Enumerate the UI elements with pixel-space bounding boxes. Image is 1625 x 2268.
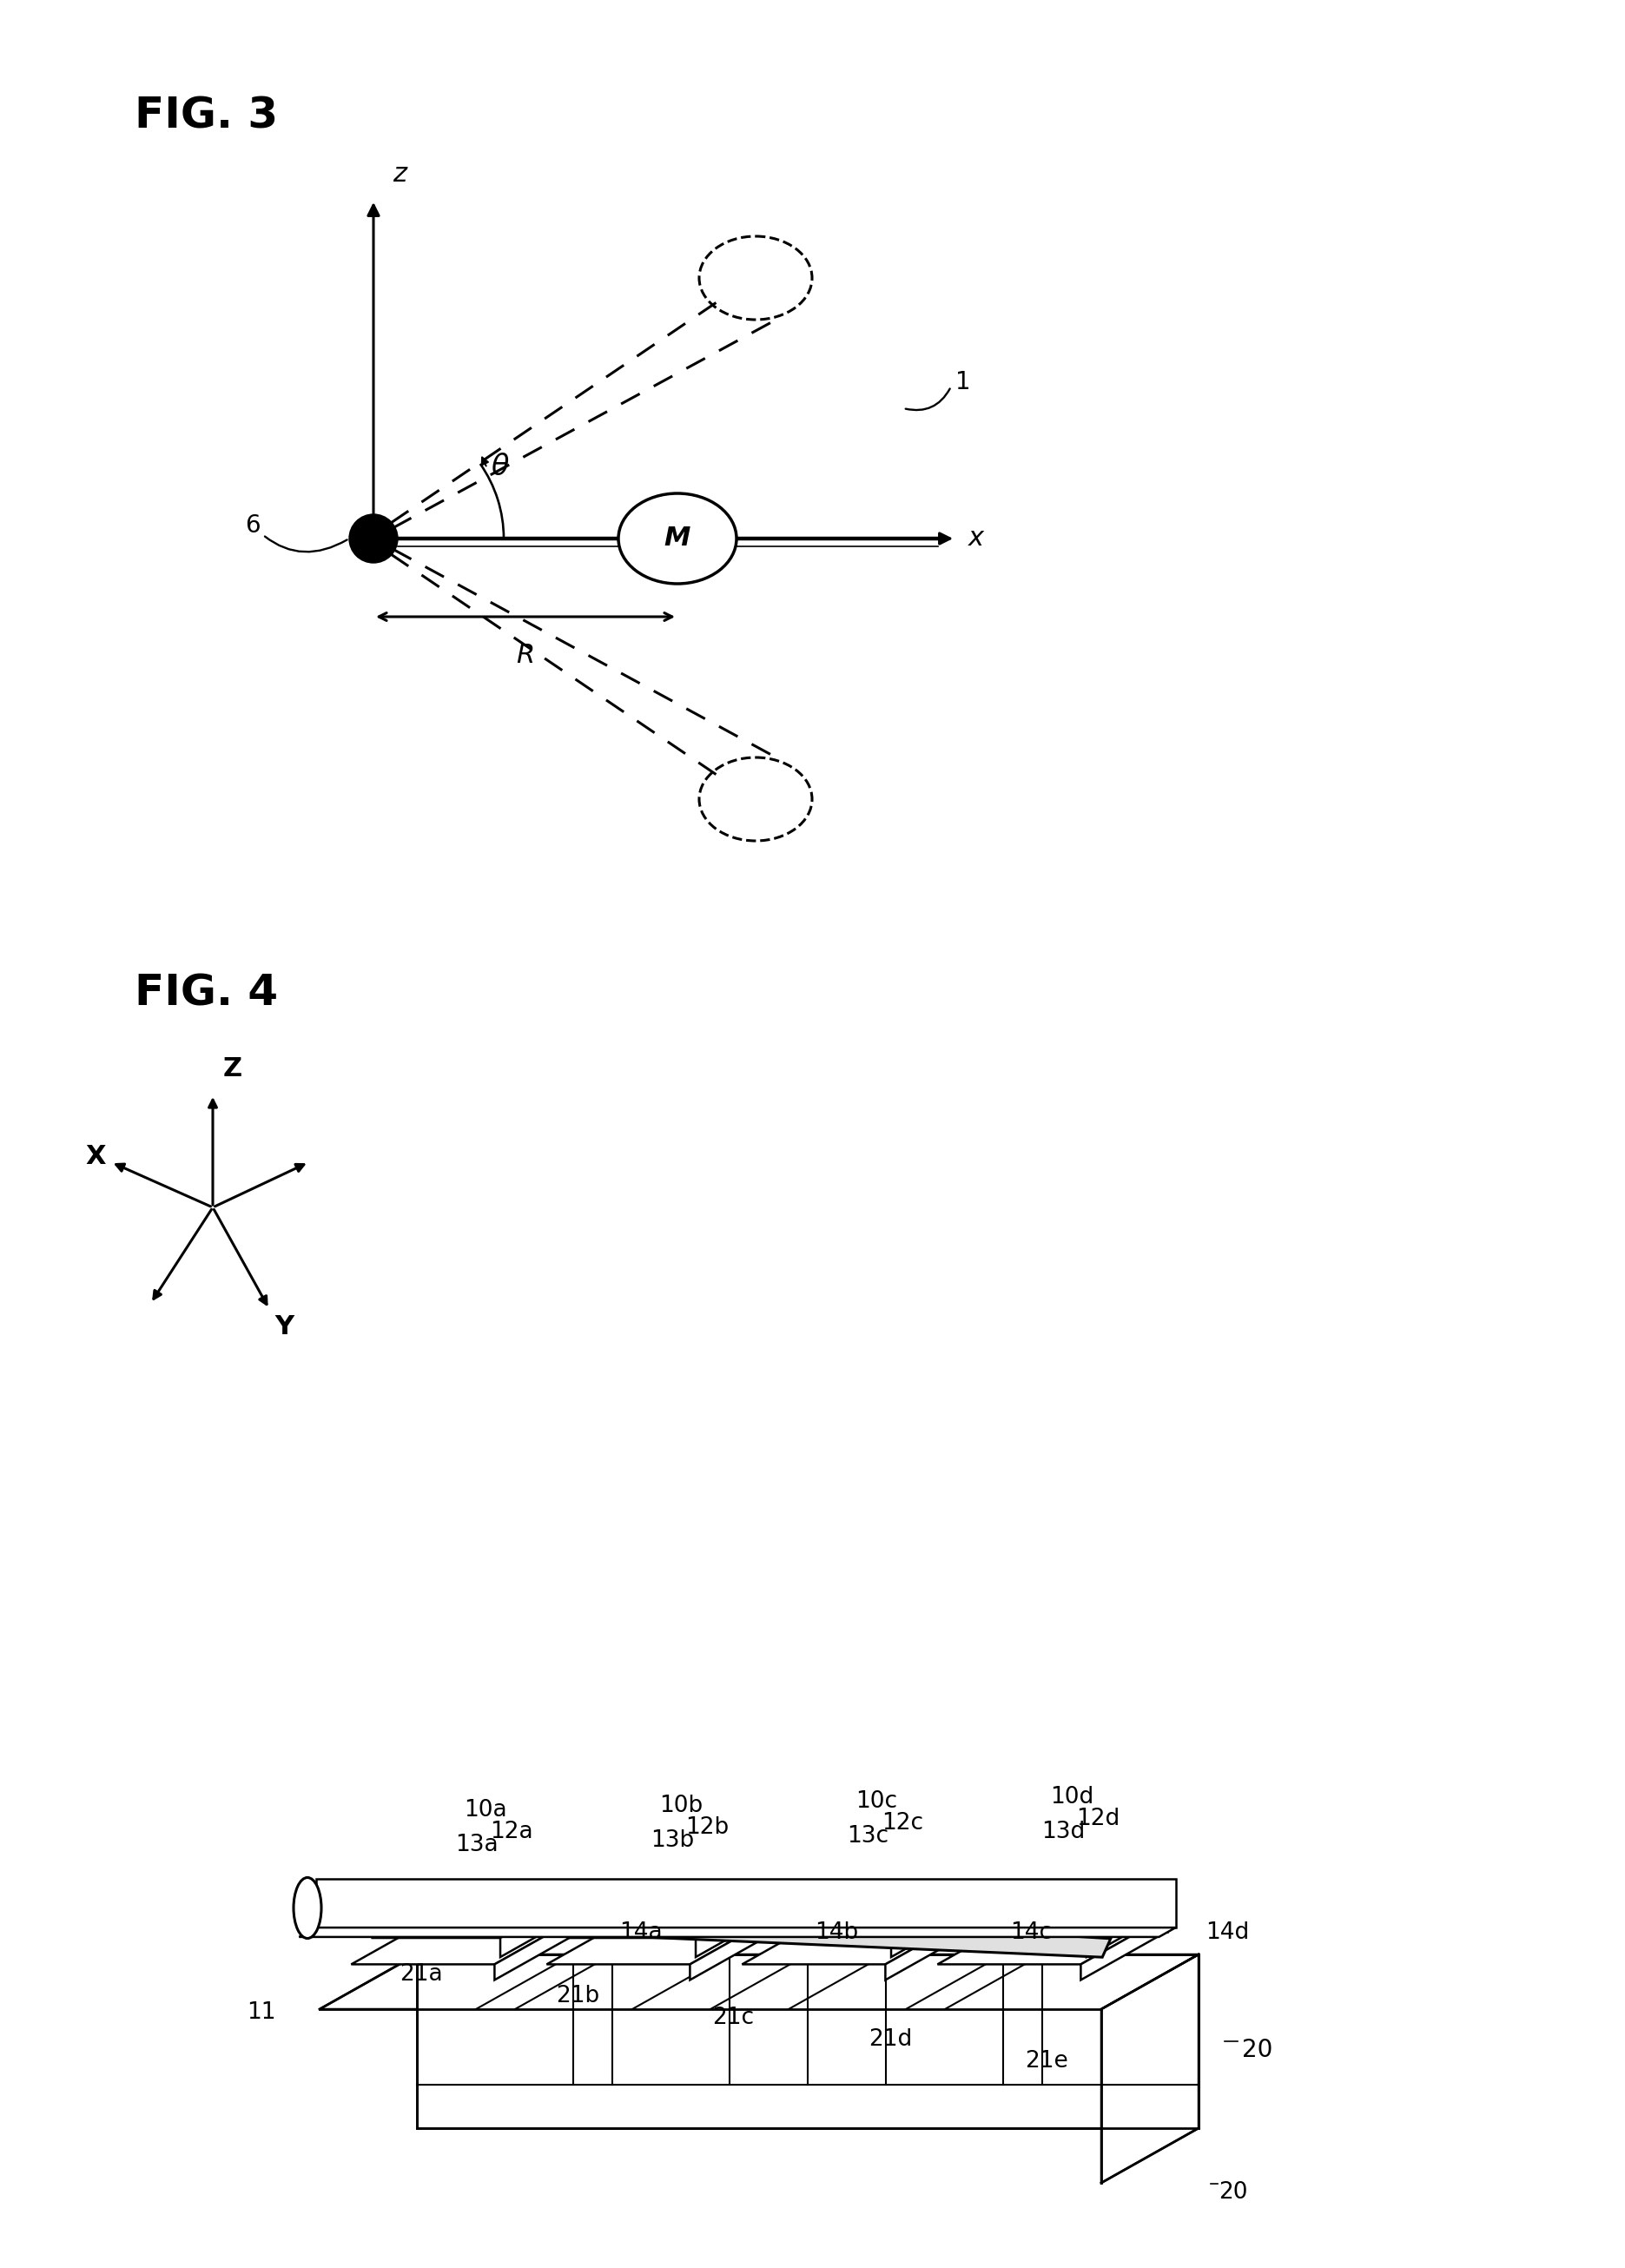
Polygon shape bbox=[432, 1905, 561, 1923]
Text: 10c: 10c bbox=[856, 1789, 897, 1812]
Polygon shape bbox=[567, 1905, 756, 1937]
Text: 14d: 14d bbox=[1206, 1921, 1250, 1944]
Text: 14c: 14c bbox=[1011, 1921, 1053, 1944]
Text: z: z bbox=[393, 161, 406, 186]
Polygon shape bbox=[627, 1905, 756, 1923]
Polygon shape bbox=[957, 1905, 1147, 1937]
Polygon shape bbox=[299, 1928, 1175, 1937]
Polygon shape bbox=[938, 1916, 1167, 1964]
Text: 21b: 21b bbox=[556, 1984, 600, 2007]
Text: 10a: 10a bbox=[465, 1799, 507, 1821]
Text: FIG. 3: FIG. 3 bbox=[135, 95, 278, 138]
Polygon shape bbox=[743, 1916, 972, 1964]
Text: 12b: 12b bbox=[686, 1817, 730, 1839]
Polygon shape bbox=[437, 1916, 580, 1932]
Polygon shape bbox=[632, 1916, 777, 1932]
Polygon shape bbox=[500, 1905, 561, 1957]
Polygon shape bbox=[1017, 1905, 1147, 1923]
Text: 21a: 21a bbox=[400, 1964, 442, 1987]
Text: x: x bbox=[968, 526, 985, 551]
Text: 20: 20 bbox=[1219, 2182, 1248, 2204]
Text: 14b: 14b bbox=[816, 1921, 860, 1944]
Polygon shape bbox=[822, 1905, 951, 1923]
Polygon shape bbox=[890, 1905, 951, 1957]
Text: 10b: 10b bbox=[660, 1794, 704, 1817]
Polygon shape bbox=[330, 1889, 1110, 1957]
Polygon shape bbox=[494, 1916, 580, 1980]
Polygon shape bbox=[762, 1905, 951, 1937]
Polygon shape bbox=[1081, 1916, 1167, 1980]
Text: FIG. 4: FIG. 4 bbox=[135, 973, 278, 1014]
Text: X: X bbox=[84, 1143, 106, 1170]
Text: Z: Z bbox=[223, 1057, 242, 1082]
Polygon shape bbox=[829, 1916, 972, 1932]
Polygon shape bbox=[1087, 1905, 1147, 1957]
Text: Y: Y bbox=[275, 1315, 294, 1340]
Text: 20: 20 bbox=[1242, 2039, 1272, 2062]
Text: M: M bbox=[665, 526, 691, 551]
Polygon shape bbox=[1102, 1955, 1199, 2182]
Text: 6: 6 bbox=[245, 513, 348, 551]
Polygon shape bbox=[320, 1955, 1199, 2009]
Text: 21d: 21d bbox=[868, 2028, 912, 2050]
Text: 13c: 13c bbox=[847, 1826, 889, 1848]
Text: 21c: 21c bbox=[712, 2007, 754, 2030]
Text: $\theta$: $\theta$ bbox=[491, 454, 510, 481]
Circle shape bbox=[349, 515, 398, 562]
Text: 12d: 12d bbox=[1076, 1808, 1120, 1830]
Polygon shape bbox=[1024, 1916, 1167, 1932]
Ellipse shape bbox=[619, 494, 736, 583]
Polygon shape bbox=[372, 1905, 561, 1937]
Ellipse shape bbox=[294, 1878, 322, 1939]
Text: 10d: 10d bbox=[1050, 1785, 1094, 1808]
Text: 13b: 13b bbox=[650, 1830, 694, 1851]
Text: 21e: 21e bbox=[1025, 2050, 1068, 2073]
Text: 12c: 12c bbox=[882, 1812, 923, 1835]
Polygon shape bbox=[418, 1955, 1199, 2127]
Text: 11: 11 bbox=[247, 2000, 276, 2023]
Text: R: R bbox=[517, 642, 535, 669]
Polygon shape bbox=[351, 1916, 580, 1964]
Polygon shape bbox=[696, 1905, 756, 1957]
Text: 1: 1 bbox=[955, 370, 970, 395]
Polygon shape bbox=[691, 1916, 777, 1980]
Text: 14a: 14a bbox=[619, 1921, 663, 1944]
Text: 13a: 13a bbox=[455, 1833, 499, 1855]
Polygon shape bbox=[886, 1916, 972, 1980]
Text: 12a: 12a bbox=[491, 1821, 533, 1844]
Polygon shape bbox=[315, 1878, 1175, 1928]
Polygon shape bbox=[546, 1916, 777, 1964]
Text: 13d: 13d bbox=[1042, 1821, 1086, 1844]
